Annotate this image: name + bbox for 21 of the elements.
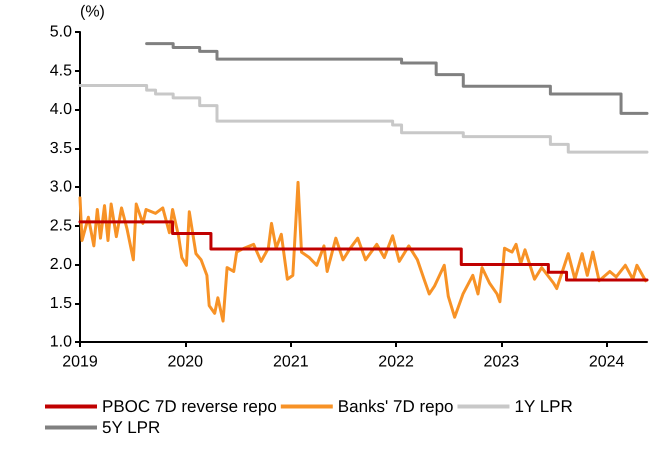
y-tick-label: 4.5 (50, 62, 72, 80)
legend-label: PBOC 7D reverse repo (102, 397, 277, 416)
x-tick-label: 2020 (167, 354, 204, 370)
y-tick-label: 3.0 (50, 178, 72, 196)
legend-label: 1Y LPR (514, 397, 573, 416)
x-tick-label: 2022 (378, 354, 414, 370)
x-tick-label: 2024 (588, 354, 625, 370)
x-tick-label: 2019 (62, 354, 98, 370)
y-tick-label: 2.5 (50, 217, 72, 234)
legend-label: Banks' 7D repo (338, 397, 454, 416)
y-tick-label: 1.0 (50, 334, 72, 350)
y-tick-label: 3.5 (50, 140, 72, 157)
x-tick-label: 2021 (273, 354, 309, 370)
y-axis-title: (%) (80, 4, 105, 20)
y-tick-label: 2.0 (50, 256, 72, 273)
legend-label: 5Y LPR (102, 418, 160, 437)
x-tick-label: 2023 (484, 354, 520, 370)
y-tick-label: 1.5 (50, 294, 72, 312)
line-series (78, 180, 648, 323)
y-tick-label: 5.0 (50, 24, 72, 40)
y-tick-label: 4.0 (50, 101, 72, 118)
